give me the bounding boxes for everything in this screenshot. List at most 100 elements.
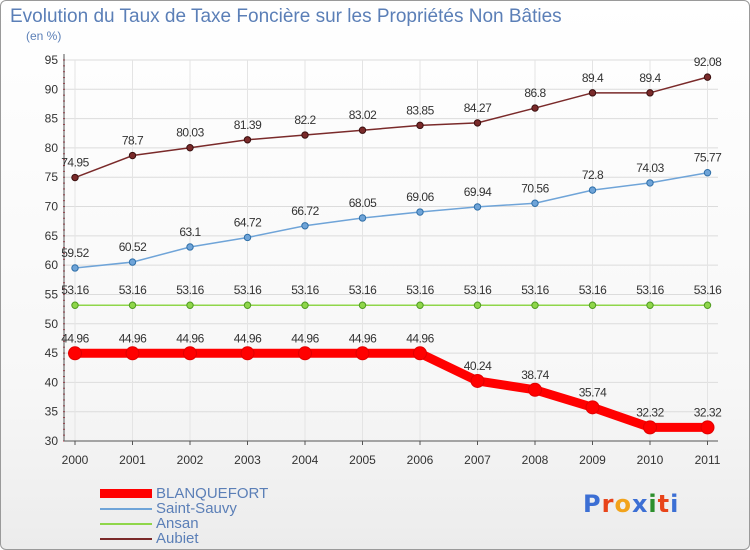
data-label-aubiet-2002: 80.03 [176, 126, 204, 140]
logo-letter: P [583, 490, 602, 518]
data-label-aubiet-2001: 78.7 [122, 134, 144, 148]
point-saint-sauvy-2006 [416, 208, 424, 216]
point-blanquefort-2007 [470, 373, 485, 388]
y-tick-label-90: 90 [45, 82, 59, 96]
proxiti-logo: Proxiti [583, 490, 679, 518]
data-label-aubiet-2007: 84.27 [464, 101, 492, 115]
point-ansan-2006 [416, 301, 424, 309]
data-label-aubiet-2008: 86.8 [524, 86, 546, 100]
point-blanquefort-2006 [413, 346, 427, 361]
x-tick-label-2004: 2004 [292, 453, 319, 467]
y-tick-label-75: 75 [45, 170, 59, 184]
x-tick-label-2009: 2009 [579, 453, 606, 467]
legend-label-saint-sauvy: Saint-Sauvy [156, 500, 237, 517]
data-label-ansan-2004: 53.16 [291, 283, 319, 297]
point-blanquefort-2009 [585, 400, 600, 415]
logo-letter: i [648, 490, 658, 518]
data-label-saint-sauvy-2009: 72.8 [582, 168, 604, 182]
data-label-ansan-2010: 53.16 [636, 283, 664, 297]
point-ansan-2000 [71, 301, 79, 309]
data-label-aubiet-2004: 82.2 [294, 113, 316, 127]
point-aubiet-2010 [646, 89, 654, 97]
legend-swatch-ansan [100, 523, 152, 525]
data-label-saint-sauvy-2007: 69.94 [464, 185, 492, 199]
data-label-saint-sauvy-2000: 59.52 [61, 246, 89, 260]
point-saint-sauvy-2005 [358, 214, 367, 222]
data-label-aubiet-2000: 74.95 [61, 156, 89, 170]
point-saint-sauvy-2007 [473, 203, 482, 211]
data-label-blanquefort-2004: 44.96 [291, 331, 319, 345]
point-aubiet-2003 [243, 136, 252, 144]
data-label-ansan-2009: 53.16 [579, 283, 607, 297]
x-tick-label-2008: 2008 [522, 453, 549, 467]
data-label-blanquefort-2007: 40.24 [464, 359, 492, 373]
data-label-blanquefort-2001: 44.96 [119, 331, 147, 345]
y-tick-label-45: 45 [45, 346, 59, 360]
y-tick-label-60: 60 [45, 258, 59, 272]
data-label-saint-sauvy-2003: 64.72 [234, 215, 262, 229]
x-tick-label-2005: 2005 [349, 453, 376, 467]
series-line-aubiet [74, 76, 709, 179]
data-label-blanquefort-2002: 44.96 [176, 331, 204, 345]
data-label-saint-sauvy-2006: 69.06 [406, 190, 434, 204]
data-label-saint-sauvy-2005: 68.05 [349, 196, 377, 210]
data-label-saint-sauvy-2004: 66.72 [291, 204, 319, 218]
point-aubiet-2002 [186, 144, 194, 152]
series-line-blanquefort [70, 348, 712, 432]
data-label-ansan-2007: 53.16 [464, 283, 492, 297]
point-ansan-2010 [646, 301, 654, 309]
data-label-aubiet-2010: 89.4 [639, 71, 661, 85]
logo-letter: i [670, 490, 680, 518]
data-label-saint-sauvy-2001: 60.52 [119, 240, 147, 254]
data-label-ansan-2005: 53.16 [349, 283, 377, 297]
point-blanquefort-2010 [643, 420, 657, 435]
point-saint-sauvy-2011 [703, 169, 712, 177]
series-line-saint-sauvy [74, 171, 709, 269]
point-blanquefort-2002 [183, 346, 197, 361]
logo-letter: o [614, 490, 632, 518]
point-saint-sauvy-2000 [71, 264, 79, 272]
y-tick-label-30: 30 [45, 434, 59, 448]
data-label-ansan-2011: 53.16 [694, 283, 722, 297]
y-tick-label-40: 40 [45, 375, 59, 389]
x-tick-label-2002: 2002 [177, 453, 204, 467]
point-ansan-2001 [128, 301, 137, 309]
data-label-aubiet-2003: 81.39 [234, 118, 262, 132]
point-saint-sauvy-2001 [128, 258, 137, 266]
legend-swatch-blanquefort [100, 489, 152, 498]
point-blanquefort-2011 [700, 420, 715, 435]
point-saint-sauvy-2003 [243, 233, 252, 242]
y-tick-label-35: 35 [45, 405, 59, 419]
point-aubiet-2009 [588, 89, 597, 97]
data-label-saint-sauvy-2010: 74.03 [636, 161, 664, 175]
data-label-aubiet-2009: 89.4 [582, 71, 604, 85]
data-label-saint-sauvy-2008: 70.56 [521, 181, 549, 195]
chart-subtitle: (en %) [26, 29, 62, 43]
y-tick-label-95: 95 [45, 53, 59, 67]
point-ansan-2007 [473, 301, 482, 309]
logo-letter: x [631, 490, 649, 518]
point-aubiet-2005 [358, 126, 367, 134]
legend-label-blanquefort: BLANQUEFORT [156, 485, 269, 502]
point-saint-sauvy-2004 [301, 222, 309, 230]
data-label-ansan-2003: 53.16 [234, 283, 262, 297]
y-tick-label-85: 85 [45, 112, 59, 126]
data-label-ansan-2008: 53.16 [521, 283, 549, 297]
point-aubiet-2006 [416, 121, 424, 130]
point-aubiet-2011 [703, 73, 712, 81]
point-saint-sauvy-2008 [531, 199, 539, 207]
chart-title: Evolution du Taux de Taxe Foncière sur l… [10, 6, 562, 27]
x-tick-label-2011: 2011 [695, 453, 721, 467]
logo-letter: r [601, 490, 615, 518]
point-ansan-2002 [186, 301, 194, 309]
data-label-ansan-2002: 53.16 [176, 283, 204, 297]
data-label-blanquefort-2000: 44.96 [61, 331, 89, 345]
point-aubiet-2001 [128, 151, 137, 160]
point-ansan-2011 [703, 301, 712, 309]
y-tick-label-80: 80 [45, 141, 59, 155]
legend-swatch-saint-sauvy [100, 508, 152, 510]
data-label-aubiet-2006: 83.85 [406, 103, 434, 117]
point-blanquefort-2004 [298, 346, 312, 361]
